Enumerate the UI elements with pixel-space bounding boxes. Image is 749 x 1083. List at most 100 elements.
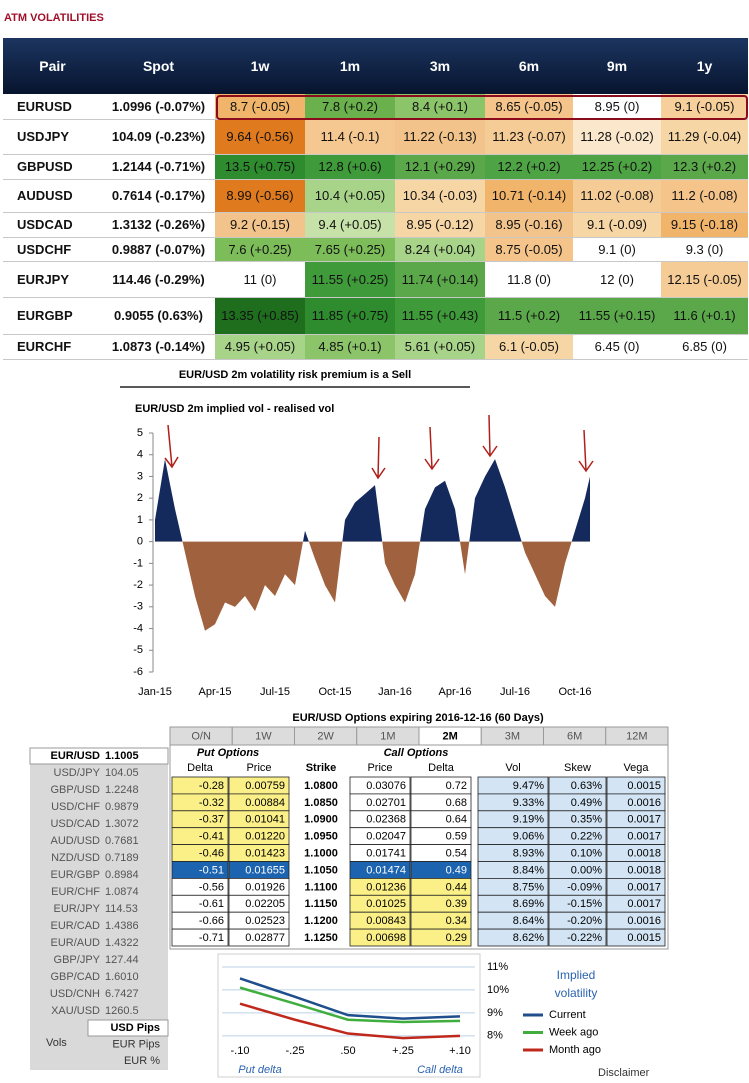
pair-rate: 1.0874 [105, 886, 139, 898]
unit-option: EUR % [124, 1055, 160, 1067]
vol-cell: 12.2 (+0.2) [485, 154, 573, 180]
x-tick-label: Jul-16 [500, 686, 530, 698]
cell-text: 0.72 [446, 780, 467, 792]
cell-text: -0.20% [567, 915, 602, 927]
cell-text: -0.37 [199, 814, 224, 826]
vol-cell: 11.8 (0) [485, 261, 573, 298]
strike: 1.0850 [304, 797, 338, 809]
vol-cell: 12.3 (+0.2) [661, 154, 748, 180]
put-label: Put delta [238, 1064, 281, 1076]
series-line [239, 977, 461, 1020]
pair-cell: USDJPY [3, 119, 102, 155]
y-tick-label: 0 [137, 536, 143, 548]
y-tick-label: 9% [487, 1007, 503, 1019]
cell [171, 928, 229, 947]
unit-active [87, 1019, 169, 1037]
vol-cell: 8.24 (+0.04) [395, 237, 485, 262]
spot-cell: 104.09 (-0.23%) [102, 119, 215, 155]
vol-cell: 11.2 (-0.08) [661, 179, 748, 213]
column-header: Delta [428, 762, 455, 774]
cell-text: 8.84% [513, 864, 544, 876]
pair-cell: GBPUSD [3, 154, 102, 180]
vol-cell: 13.35 (+0.85) [215, 297, 305, 335]
y-tick-label: -5 [133, 644, 143, 656]
y-tick-label: -1 [133, 557, 143, 569]
y-tick-label: -2 [133, 579, 143, 591]
pair-rate: 1.3072 [105, 818, 139, 830]
options-title: EUR/USD Options expiring 2016-12-16 (60 … [292, 712, 544, 724]
cell-text: 0.34 [446, 915, 467, 927]
cell-text: -0.22% [567, 932, 602, 944]
pair-name: USD/CAD [50, 818, 100, 830]
strike: 1.1100 [304, 881, 337, 893]
chart-subtitle: EUR/USD 2m implied vol - realised vol [135, 403, 334, 415]
cell-text: -0.56 [199, 881, 224, 893]
pair-name: NZD/USD [51, 852, 100, 864]
tab-label: O/N [191, 730, 211, 742]
x-tick-label: -.10 [231, 1045, 250, 1057]
unit-option: USD Pips [110, 1022, 160, 1034]
cell-text: 0.49 [446, 864, 467, 876]
vol-cell: 12.1 (+0.29) [395, 154, 485, 180]
column-header: Vol [505, 762, 520, 774]
vol-cell: 8.75 (-0.05) [485, 237, 573, 262]
vol-cell: 13.5 (+0.75) [215, 154, 305, 180]
column-header: 3m [395, 38, 485, 94]
spot-cell: 0.9887 (-0.07%) [102, 237, 215, 262]
call-header: Call Options [384, 747, 449, 759]
y-tick-label: -6 [133, 666, 143, 678]
vol-cell: 11.74 (+0.14) [395, 261, 485, 298]
call-label: Call delta [417, 1064, 463, 1076]
table-row: EURJPY 114.46 (-0.29%) 11 (0) 11.55 (+0.25)… [3, 261, 748, 298]
vol-cell: 11.29 (-0.04) [661, 119, 748, 155]
column-header: 9m [573, 38, 661, 94]
cell-text: 0.00% [571, 864, 602, 876]
vol-cell: 11.22 (-0.13) [395, 119, 485, 155]
cell [606, 928, 666, 947]
cell-text: 0.0017 [627, 898, 661, 910]
vol-cell: 8.99 (-0.56) [215, 179, 305, 213]
vol-cell: 8.4 (+0.1) [395, 94, 485, 120]
vol-cell: 4.85 (+0.1) [305, 334, 395, 360]
cell-text: 9.47% [513, 780, 544, 792]
column-header: 1m [305, 38, 395, 94]
cell-text: 0.0015 [627, 932, 661, 944]
vol-cell: 11.85 (+0.75) [305, 297, 395, 335]
pair-name: GBP/JPY [54, 954, 101, 966]
tab-label: 2W [317, 730, 334, 742]
pair-name: AUD/USD [50, 835, 100, 847]
legend-label: Current [549, 1009, 586, 1021]
arrows [164, 414, 594, 480]
vol-cell: 5.61 (+0.05) [395, 334, 485, 360]
cell [548, 928, 607, 947]
y-tick-label: -3 [133, 601, 143, 613]
pair-rate: 0.8984 [105, 869, 139, 881]
pair-rate: 1.6010 [105, 971, 139, 983]
tab-label: 1W [255, 730, 272, 742]
pair-rate: 1260.5 [105, 1005, 139, 1017]
strike: 1.1250 [304, 932, 338, 944]
cell-text: 0.02877 [245, 932, 285, 944]
y-tick-label: 4 [137, 449, 143, 461]
cell-text: 0.01220 [245, 831, 285, 843]
vol-cell: 9.1 (0) [573, 237, 661, 262]
pair-name: EUR/AUD [50, 937, 100, 949]
y-tick-label: 3 [137, 470, 143, 482]
pair-rate: 104.05 [105, 767, 139, 779]
cell-text: 0.02205 [245, 898, 285, 910]
vol-cell: 9.1 (-0.09) [573, 212, 661, 238]
pair-name: EUR/GBP [50, 869, 100, 881]
series-line [239, 986, 461, 1024]
vol-cell: 11.55 (+0.15) [573, 297, 661, 335]
vol-cell: 12.25 (+0.2) [573, 154, 661, 180]
x-tick-label: Jul-15 [260, 686, 290, 698]
vol-cell: 9.2 (-0.15) [215, 212, 305, 238]
cell-text: 0.01041 [245, 814, 285, 826]
cell-text: 0.0016 [627, 915, 661, 927]
pair-name: EUR/JPY [54, 903, 101, 915]
column-header: 1y [661, 38, 748, 94]
cell-text: 0.29 [446, 932, 467, 944]
pair-name: EUR/CHF [51, 886, 100, 898]
series-line [239, 1002, 461, 1040]
x-tick-label: Jan-16 [378, 686, 412, 698]
